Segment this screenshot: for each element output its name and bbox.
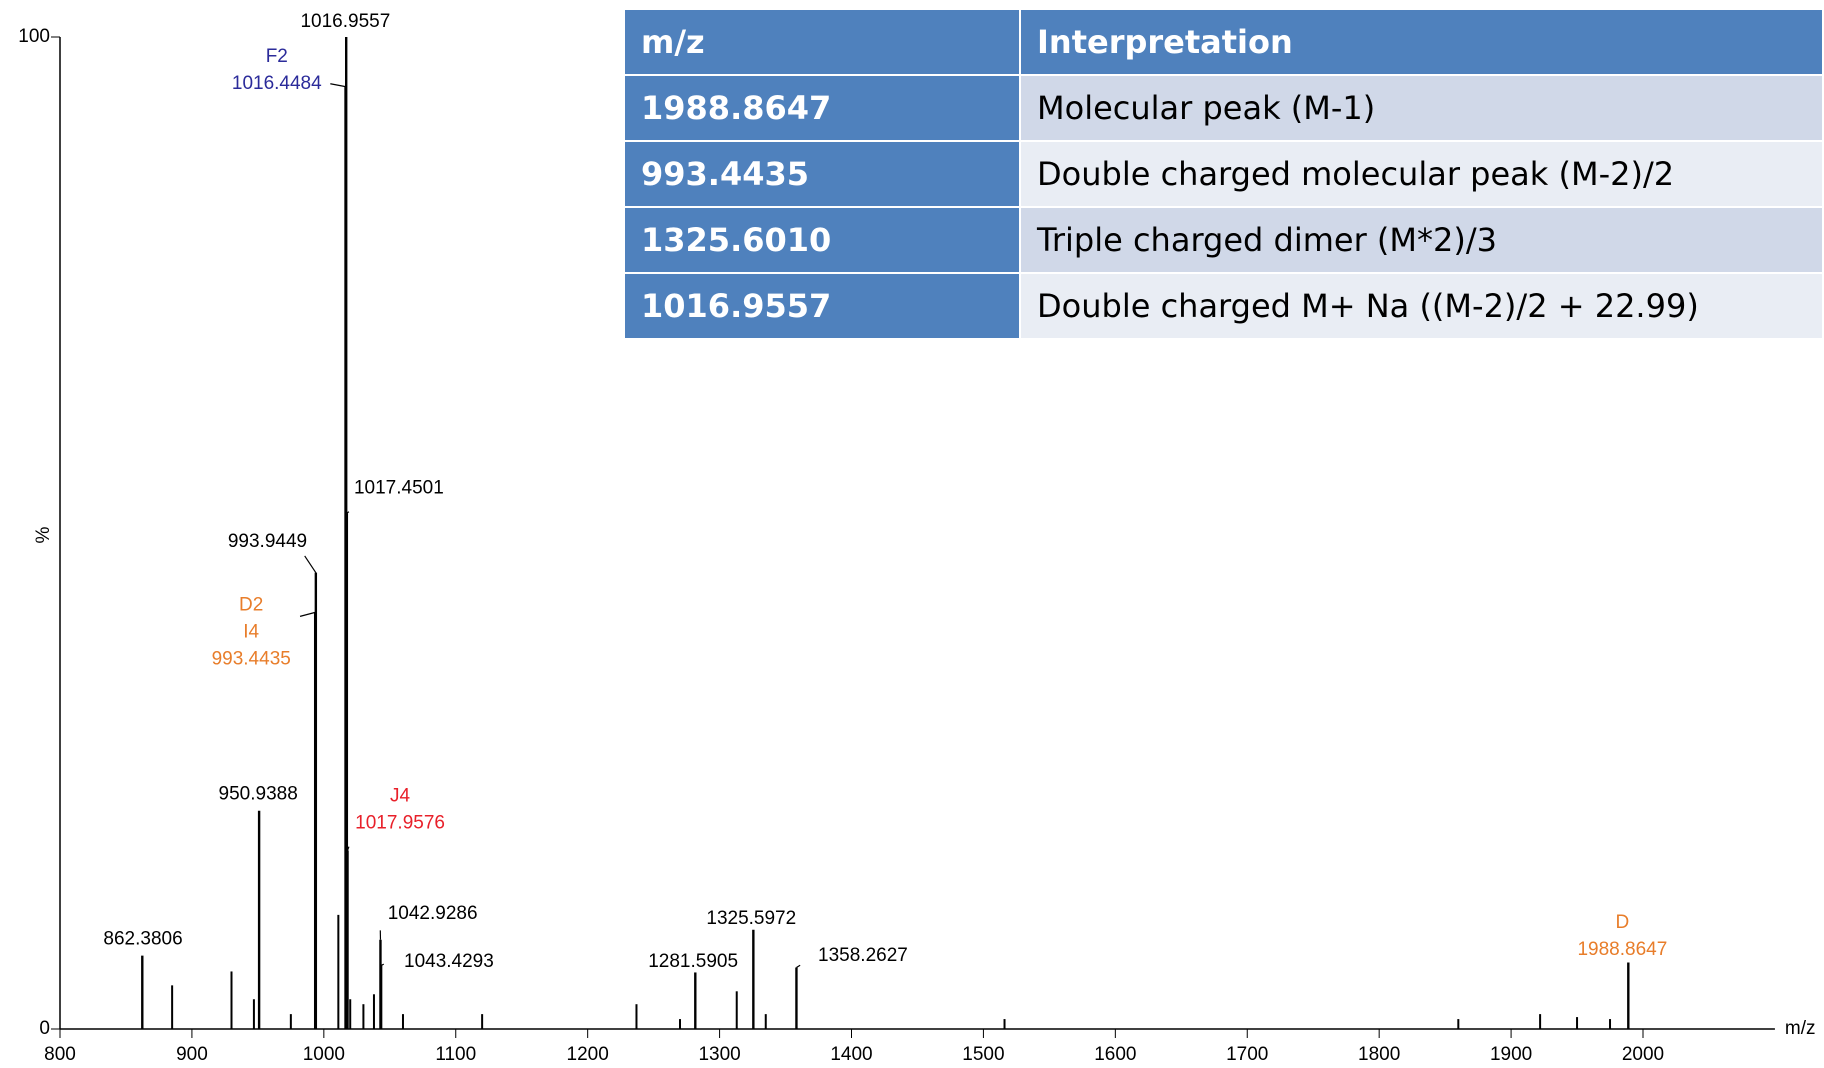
- peak-tag: D: [1616, 912, 1630, 933]
- mz-cell: 1325.6010: [623, 206, 1021, 274]
- x-tick-label: 2000: [1622, 1044, 1664, 1065]
- table-row: 1988.8647 Molecular peak (M-1): [623, 74, 1824, 142]
- x-tick-label: 1500: [962, 1044, 1004, 1065]
- interpretation-cell: Triple charged dimer (M*2)/3: [1019, 206, 1824, 274]
- peak-label: 950.9388: [219, 783, 298, 804]
- header-cell: Interpretation: [1019, 8, 1824, 76]
- interpretation-cell: Double charged M+ Na ((M-2)/2 + 22.99): [1019, 272, 1824, 340]
- peak-label: 1358.2627: [818, 945, 908, 966]
- leader-line: [304, 555, 317, 574]
- y-tick-label: 100: [18, 26, 50, 47]
- leader-line: [796, 964, 801, 969]
- peak-label: 1988.8647: [1577, 939, 1667, 960]
- leader-line: [380, 963, 385, 967]
- peak-label: 1016.9557: [300, 11, 390, 32]
- mz-cell: 1016.9557: [623, 272, 1021, 340]
- peak-tag: J4: [390, 785, 411, 806]
- peak-label: 1016.4484: [232, 73, 322, 94]
- mz-cell: 993.4435: [623, 140, 1021, 208]
- x-axis-label: m/z: [1785, 1018, 1816, 1039]
- x-tick-label: 1100: [435, 1044, 476, 1065]
- peak-label: 993.9449: [228, 531, 307, 552]
- peak-label: 1017.9576: [355, 812, 445, 833]
- interpretation-table: m/z Interpretation 1988.8647 Molecular pe…: [623, 8, 1824, 340]
- y-axis-label: %: [33, 526, 54, 543]
- x-tick-label: 900: [176, 1044, 208, 1065]
- x-tick-label: 1300: [698, 1044, 740, 1065]
- leader-line: [330, 83, 346, 88]
- header-cell: m/z: [623, 8, 1021, 76]
- leader-line: [299, 611, 316, 617]
- leader-line: [346, 511, 350, 514]
- table-row: 1016.9557 Double charged M+ Na ((M-2)/2 +…: [623, 272, 1824, 340]
- peak-label: 1042.9286: [388, 903, 478, 924]
- peak-tag: I4: [243, 621, 259, 642]
- x-tick-label: 1800: [1358, 1044, 1400, 1065]
- mz-cell: 1988.8647: [623, 74, 1021, 142]
- peak-label: 1017.4501: [354, 477, 444, 498]
- peak-tag: F2: [266, 46, 288, 67]
- x-tick-label: 1900: [1490, 1044, 1532, 1065]
- x-tick-label: 1600: [1094, 1044, 1136, 1065]
- table-row: 993.4435 Double charged molecular peak (M…: [623, 140, 1824, 208]
- peak-label: 862.3806: [103, 929, 182, 950]
- x-tick-label: 1400: [830, 1044, 872, 1065]
- x-tick-label: 1700: [1226, 1044, 1268, 1065]
- peak-label: 1325.5972: [706, 908, 796, 929]
- x-tick-label: 800: [44, 1044, 76, 1065]
- peak-tag: D2: [239, 594, 263, 615]
- peak-label: 1043.4293: [404, 951, 494, 972]
- peak-label: 993.4435: [212, 648, 291, 669]
- leader-line: [346, 846, 350, 851]
- table-row: 1325.6010 Triple charged dimer (M*2)/3: [623, 206, 1824, 274]
- interpretation-cell: Molecular peak (M-1): [1019, 74, 1824, 142]
- interpretation-cell: Double charged molecular peak (M-2)/2: [1019, 140, 1824, 208]
- y-tick-label: 0: [39, 1018, 50, 1039]
- x-tick-label: 1000: [303, 1044, 345, 1065]
- peak-label: 1281.5905: [648, 951, 738, 972]
- x-tick-label: 1200: [567, 1044, 609, 1065]
- header-row: m/z Interpretation: [623, 8, 1824, 76]
